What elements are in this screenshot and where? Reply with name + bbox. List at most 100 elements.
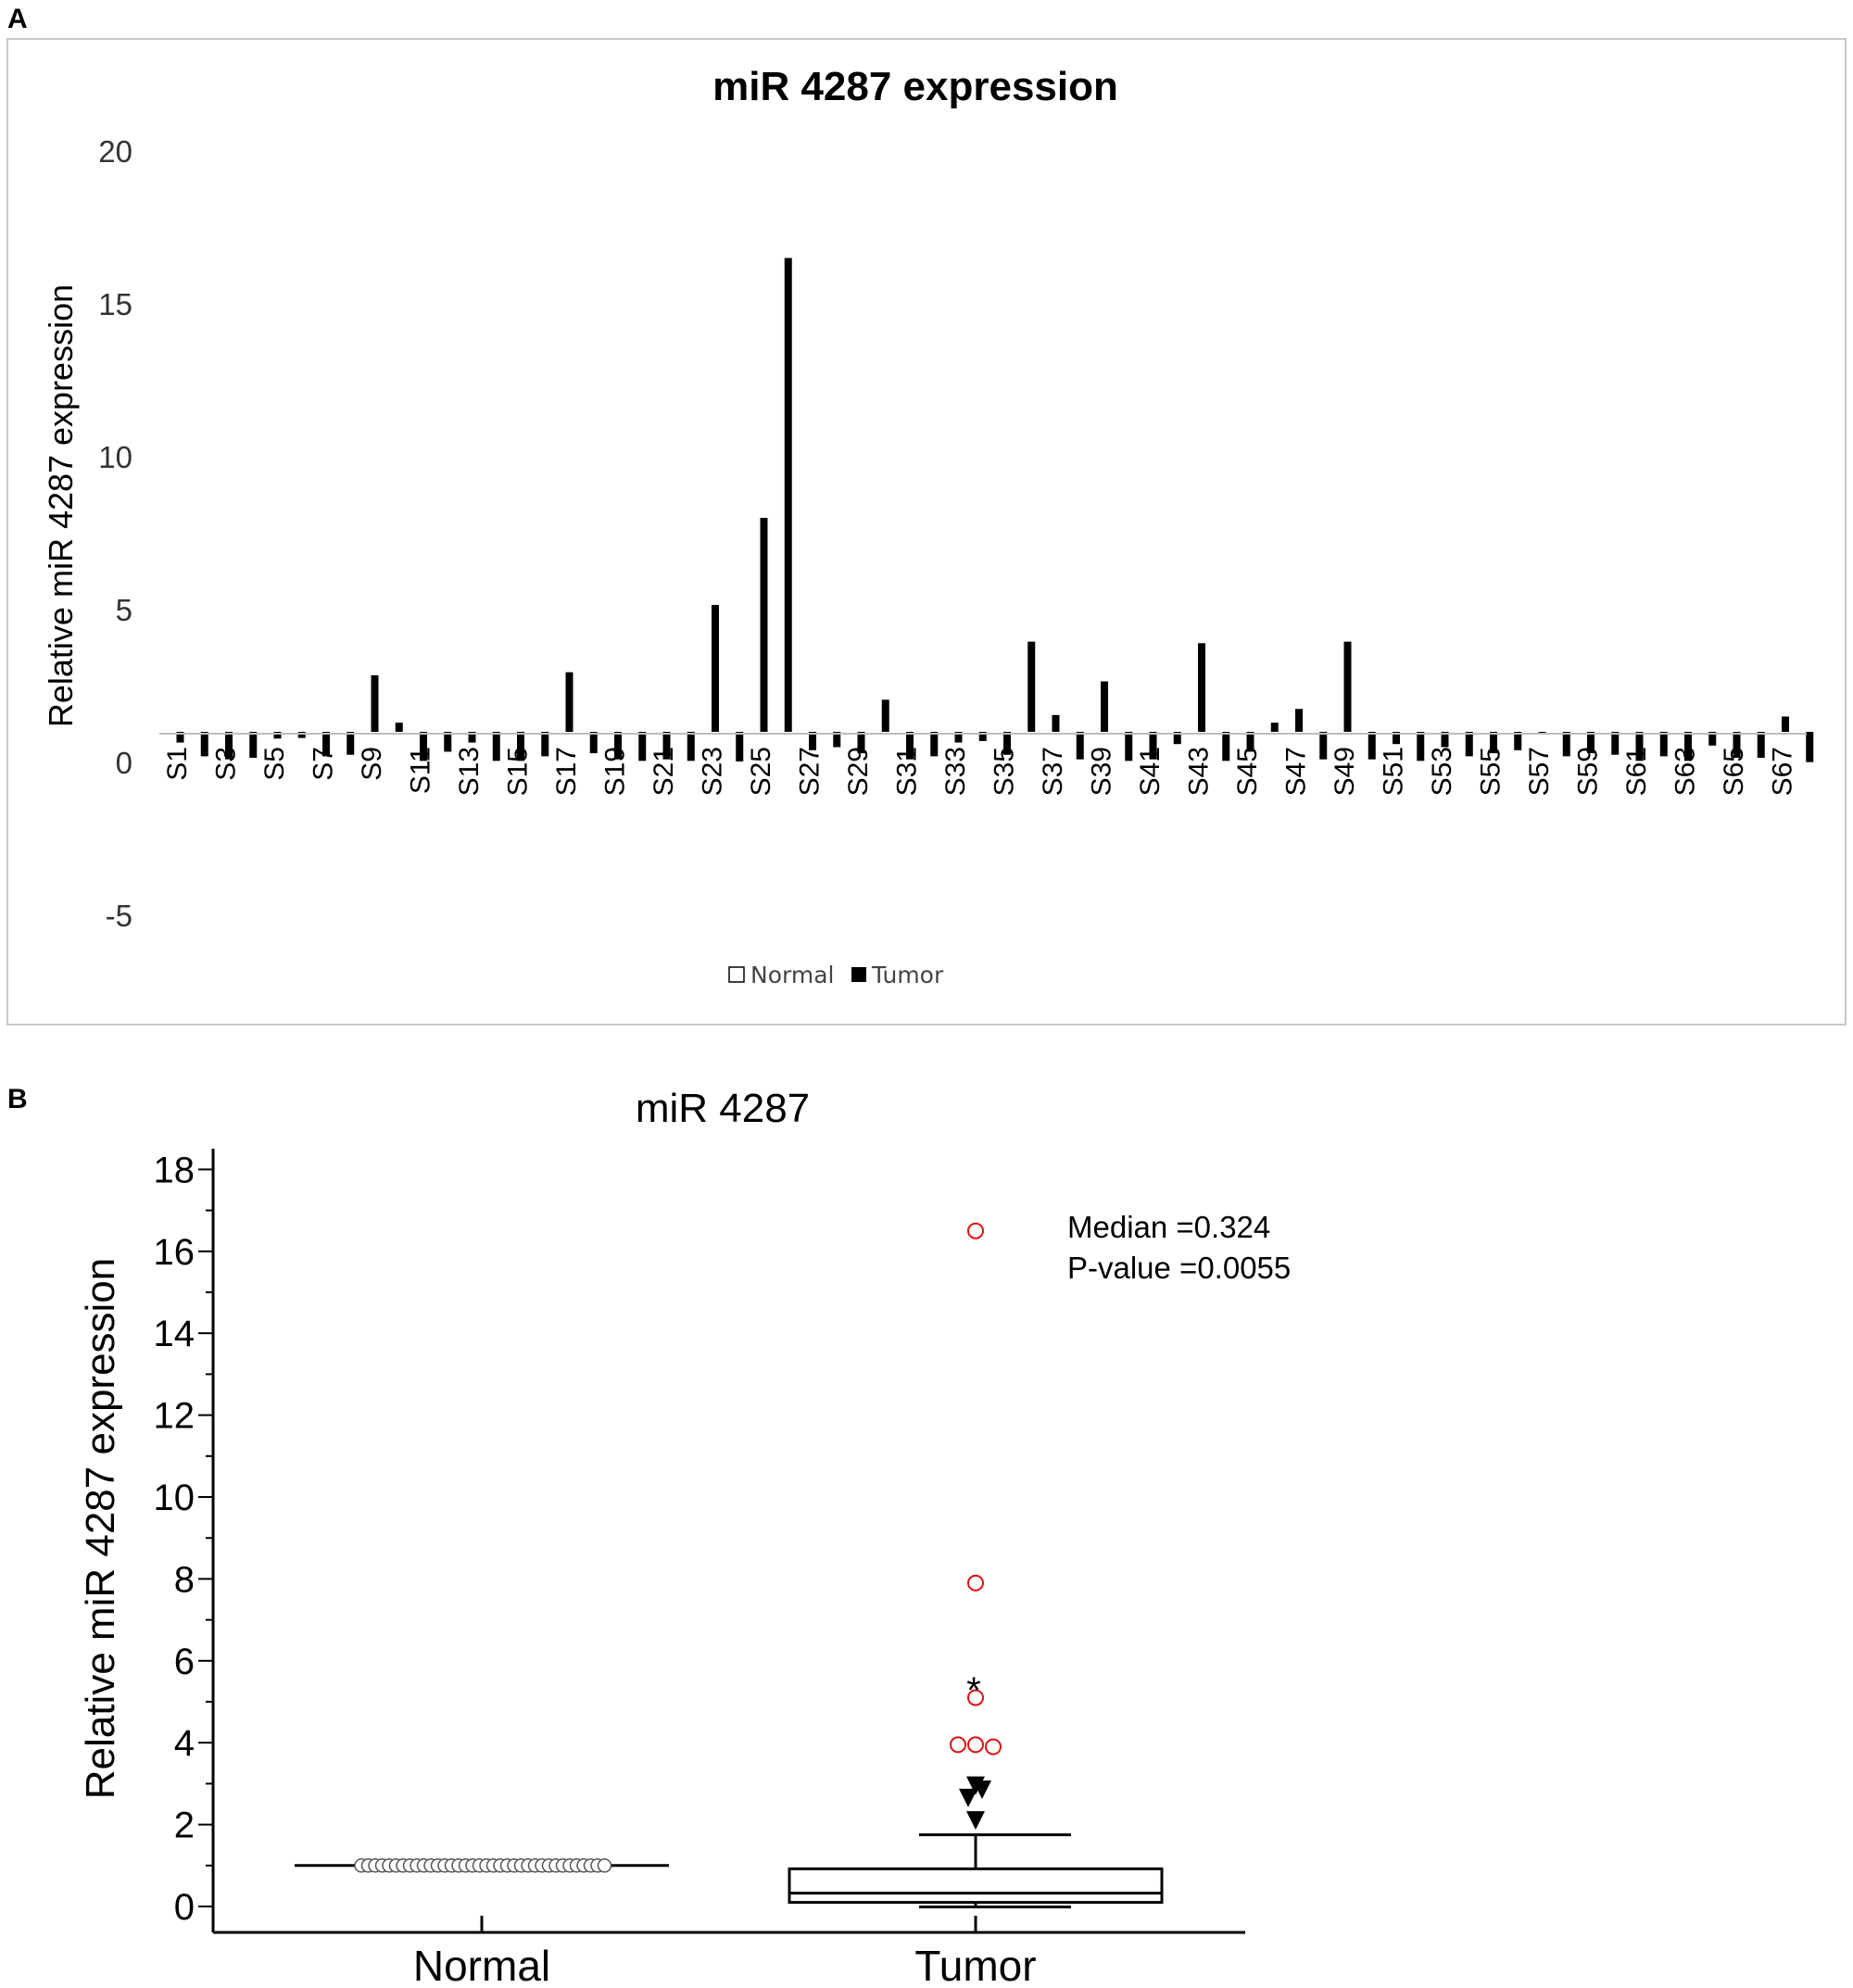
y-tick-label: 0 <box>116 746 132 780</box>
bar-tumor <box>1635 732 1644 761</box>
bar-tumor <box>371 674 379 732</box>
bar-tumor <box>1076 732 1084 760</box>
y-tick-label: 5 <box>116 593 132 627</box>
bar-tumor <box>760 518 768 732</box>
x-tick-label: S21 <box>649 747 679 796</box>
y-tick-label: 8 <box>174 1559 195 1600</box>
x-tick-label: S17 <box>551 747 582 796</box>
bar-tumor <box>881 699 889 732</box>
bar-tumor <box>1343 641 1352 732</box>
y-tick-label: 15 <box>98 287 132 321</box>
bar-tumor <box>297 732 306 738</box>
annotation-p-value: P-value =0.0055 <box>1067 1251 1291 1285</box>
bar-tumor <box>1757 732 1765 759</box>
bar-tumor <box>1684 732 1692 761</box>
bar-tumor <box>906 732 914 760</box>
x-tick-label: S33 <box>940 747 971 796</box>
tumor-far-outlier <box>966 1776 985 1795</box>
bar-tumor <box>1052 714 1060 732</box>
box-normal <box>295 1858 669 1932</box>
chart-a-title: miR 4287 expression <box>712 64 1118 109</box>
bar-tumor <box>833 732 841 748</box>
tumor-extreme-outlier <box>967 1736 984 1754</box>
panel-b-label: B <box>7 1084 28 1114</box>
chart-b-title: miR 4287 <box>636 1086 810 1131</box>
x-tick-label: S19 <box>600 747 631 796</box>
bar-tumor <box>1587 732 1595 754</box>
bar-tumor <box>492 732 500 761</box>
x-tick-label: S29 <box>843 747 874 796</box>
y-tick-label: 10 <box>98 440 132 474</box>
bar-tumor <box>347 732 355 755</box>
bar-tumor <box>273 732 282 739</box>
x-tick-label: S51 <box>1379 747 1409 796</box>
tumor-extreme-outlier <box>967 1574 984 1592</box>
tumor-extreme-outlier <box>967 1689 984 1706</box>
bar-tumor <box>541 732 549 757</box>
panel-a-label: A <box>7 4 28 34</box>
bar-tumor <box>420 732 427 761</box>
bar-tumor <box>1270 723 1279 732</box>
y-tick-label: 20 <box>98 134 132 169</box>
x-tick-label: S65 <box>1719 747 1749 796</box>
bar-tumor <box>662 732 671 760</box>
legend-normal-label: Normal <box>750 962 834 988</box>
chart-a-y-ticks: -5 0 5 10 15 20 <box>98 134 132 933</box>
x-tick-label: S35 <box>990 747 1020 796</box>
bar-tumor <box>954 732 963 743</box>
x-tick-label: S45 <box>1232 747 1263 796</box>
x-tick-label: S11 <box>406 747 436 794</box>
chart-a-bars <box>176 258 1814 762</box>
x-tick-label: S49 <box>1330 747 1360 796</box>
bar-tumor <box>1417 732 1425 761</box>
bar-tumor <box>176 732 184 743</box>
tumor-far-outlier <box>966 1811 985 1831</box>
x-tick-label: S59 <box>1573 747 1604 796</box>
bar-tumor <box>857 732 865 754</box>
x-tick-label: S3 <box>211 747 242 781</box>
y-tick-label: 12 <box>154 1396 195 1437</box>
significance-marker: * <box>966 1670 981 1711</box>
bar-tumor <box>322 732 330 757</box>
bar-tumor <box>1027 641 1036 732</box>
bar-tumor <box>200 732 208 757</box>
bar-tumor <box>1562 732 1570 757</box>
bar-tumor <box>1222 732 1230 761</box>
x-tick-label: S31 <box>892 747 923 796</box>
x-tick-label: S41 <box>1135 747 1166 796</box>
x-tick-label: S63 <box>1670 747 1701 796</box>
bar-tumor <box>1514 732 1522 750</box>
bar-tumor <box>614 732 622 760</box>
chart-a-x-ticks: S1 S3 S5 S7 S9 S11 S13 S15 S17 S19 S21 S23 S25 S27 S29… <box>162 747 1798 796</box>
bar-tumor <box>930 732 939 757</box>
y-tick-label: 18 <box>154 1150 195 1190</box>
x-tick-label: S15 <box>503 747 534 796</box>
x-tick-label: S9 <box>357 747 387 781</box>
category-label: Tumor <box>914 1942 1036 1988</box>
bar-tumor <box>1441 732 1449 748</box>
bar-tumor <box>1368 732 1376 760</box>
bar-tumor <box>1101 681 1108 732</box>
bar-tumor <box>565 672 574 732</box>
normal-data-point <box>597 1858 612 1873</box>
bar-tumor <box>589 732 598 754</box>
bar-tumor <box>444 732 452 752</box>
annotation-median: Median =0.324 <box>1067 1210 1270 1244</box>
bar-tumor <box>1806 732 1814 762</box>
x-tick-label: S47 <box>1281 747 1312 796</box>
bar-tumor <box>1465 732 1473 757</box>
x-tick-label: S25 <box>746 747 776 796</box>
bar-tumor <box>1319 732 1328 760</box>
y-tick-label: 4 <box>174 1723 195 1764</box>
x-tick-label: S1 <box>162 747 193 781</box>
chart-b-y-label: Relative miR 4287 expression <box>78 1258 123 1800</box>
x-tick-label: S55 <box>1476 747 1506 796</box>
bar-tumor <box>1295 709 1303 732</box>
x-tick-label: S61 <box>1621 747 1652 796</box>
bar-tumor <box>978 732 987 741</box>
tumor-extreme-outlier <box>985 1738 1002 1755</box>
bar-tumor <box>638 732 647 761</box>
bar-tumor <box>1246 732 1254 752</box>
tumor-extreme-outlier <box>950 1736 966 1754</box>
